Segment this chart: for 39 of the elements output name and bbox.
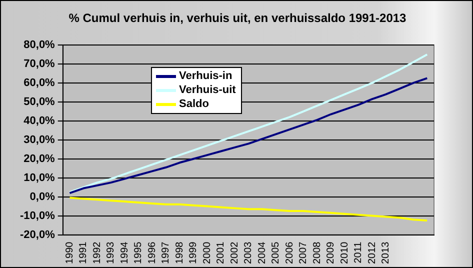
y-tick-label: 30,0% bbox=[24, 134, 56, 146]
x-tick-label: 1990 bbox=[64, 241, 76, 264]
legend-label: Verhuis-uit bbox=[179, 83, 236, 97]
x-tick-label: 1997 bbox=[160, 241, 172, 264]
x-tick-label: 1992 bbox=[92, 241, 103, 264]
y-tick-label: 40,0% bbox=[24, 114, 56, 127]
y-tick-label: 60,0% bbox=[24, 76, 56, 89]
y-tick-label: -10,0% bbox=[20, 210, 56, 222]
x-tick-label: 2004 bbox=[256, 241, 268, 264]
x-tick-label: 1996 bbox=[146, 241, 158, 264]
legend-label: Saldo bbox=[179, 97, 209, 111]
y-tick-label: 0,0% bbox=[30, 190, 56, 203]
x-tick-label: 1993 bbox=[106, 241, 117, 264]
y-tick-label: 20,0% bbox=[24, 152, 56, 165]
y-tick-label: 80,0% bbox=[24, 39, 56, 52]
x-tick-label: 2001 bbox=[216, 241, 227, 264]
y-tick-label: 50,0% bbox=[24, 96, 56, 108]
y-tick-label: 10,0% bbox=[24, 172, 56, 184]
x-tick-label: 1991 bbox=[78, 241, 90, 264]
x-tick-label: 2007 bbox=[298, 241, 310, 264]
x-tick-label: 1994 bbox=[119, 241, 130, 264]
x-tick-label: 2000 bbox=[202, 241, 213, 264]
x-tick-label: 1995 bbox=[133, 241, 144, 264]
x-tick-label: 2003 bbox=[243, 241, 254, 264]
y-tick-label: -20,0% bbox=[20, 228, 56, 241]
chart-title: % Cumul verhuis in, verhuis uit, en verhuissaldo 1991-2013 bbox=[68, 11, 408, 25]
x-tick-label: 2013 bbox=[380, 241, 392, 264]
y-tick-label: 70,0% bbox=[24, 58, 56, 70]
x-tick-label: 2012 bbox=[366, 241, 378, 264]
x-tick-label: 1999 bbox=[188, 241, 200, 264]
x-tick-label: 2010 bbox=[339, 241, 350, 264]
x-tick-label: 2009 bbox=[326, 241, 337, 264]
x-tick-label: 1998 bbox=[174, 241, 186, 264]
legend-label: Verhuis-in bbox=[179, 69, 232, 83]
x-tick-label: 2006 bbox=[284, 241, 296, 264]
x-tick-label: 2002 bbox=[229, 241, 240, 264]
x-tick-label: 2005 bbox=[270, 241, 282, 264]
x-tick-label: 2008 bbox=[312, 241, 323, 264]
x-tick-label: 2011 bbox=[353, 241, 364, 264]
